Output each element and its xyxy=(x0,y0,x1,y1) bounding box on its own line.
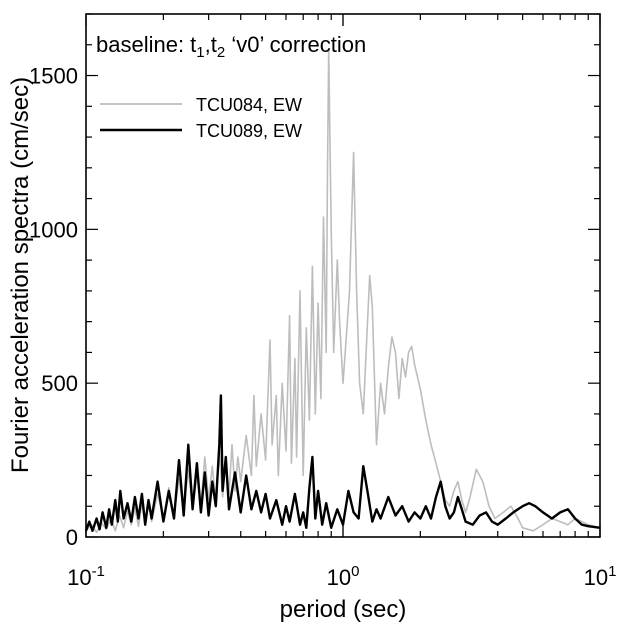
series-line-tcu089 xyxy=(84,394,601,532)
ticks-layer xyxy=(85,13,601,538)
annotation-main: baseline: t xyxy=(96,32,196,57)
annotation-sep: ,t xyxy=(205,32,217,57)
annotation-text: baseline: t1,t2 ‘v0’ correction xyxy=(96,32,366,61)
y-tick-label: 1000 xyxy=(29,217,78,242)
plot-frame xyxy=(85,13,601,538)
legend-label-tcu084: TCU084, EW xyxy=(196,95,302,115)
x-tick-label: 10-1 xyxy=(67,563,105,590)
y-tick-label: 0 xyxy=(66,525,78,550)
series-layer xyxy=(84,50,601,534)
legend-label-tcu089: TCU089, EW xyxy=(196,121,302,141)
annotation-rest: ‘v0’ correction xyxy=(225,32,366,57)
x-tick-label: 100 xyxy=(327,563,360,590)
y-axis-title: Fourier acceleration spectra (cm/sec) xyxy=(7,77,34,473)
series-line-tcu084 xyxy=(85,50,601,534)
annotation-sub2: 2 xyxy=(217,44,225,61)
y-tick-label: 500 xyxy=(41,371,78,396)
annotation-sub1: 1 xyxy=(196,44,204,61)
tick-labels-layer: 0 500 1000 1500 10-1 100 101 xyxy=(29,64,616,590)
x-axis-title: period (sec) xyxy=(280,596,407,623)
legend: TCU084, EW TCU089, EW xyxy=(100,95,302,141)
x-tick-label: 101 xyxy=(584,563,617,590)
y-tick-label: 1500 xyxy=(29,64,78,89)
